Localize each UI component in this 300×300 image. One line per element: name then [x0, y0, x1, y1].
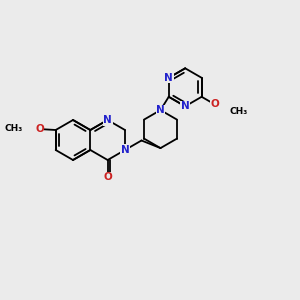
Text: O: O — [35, 124, 44, 134]
Text: N: N — [103, 115, 112, 125]
Text: N: N — [156, 105, 165, 115]
Text: N: N — [181, 101, 190, 111]
Text: CH₃: CH₃ — [229, 106, 248, 116]
Text: O: O — [210, 99, 219, 110]
Text: N: N — [121, 145, 129, 155]
Text: O: O — [103, 172, 112, 182]
Text: CH₃: CH₃ — [4, 124, 23, 133]
Text: N: N — [164, 73, 173, 83]
